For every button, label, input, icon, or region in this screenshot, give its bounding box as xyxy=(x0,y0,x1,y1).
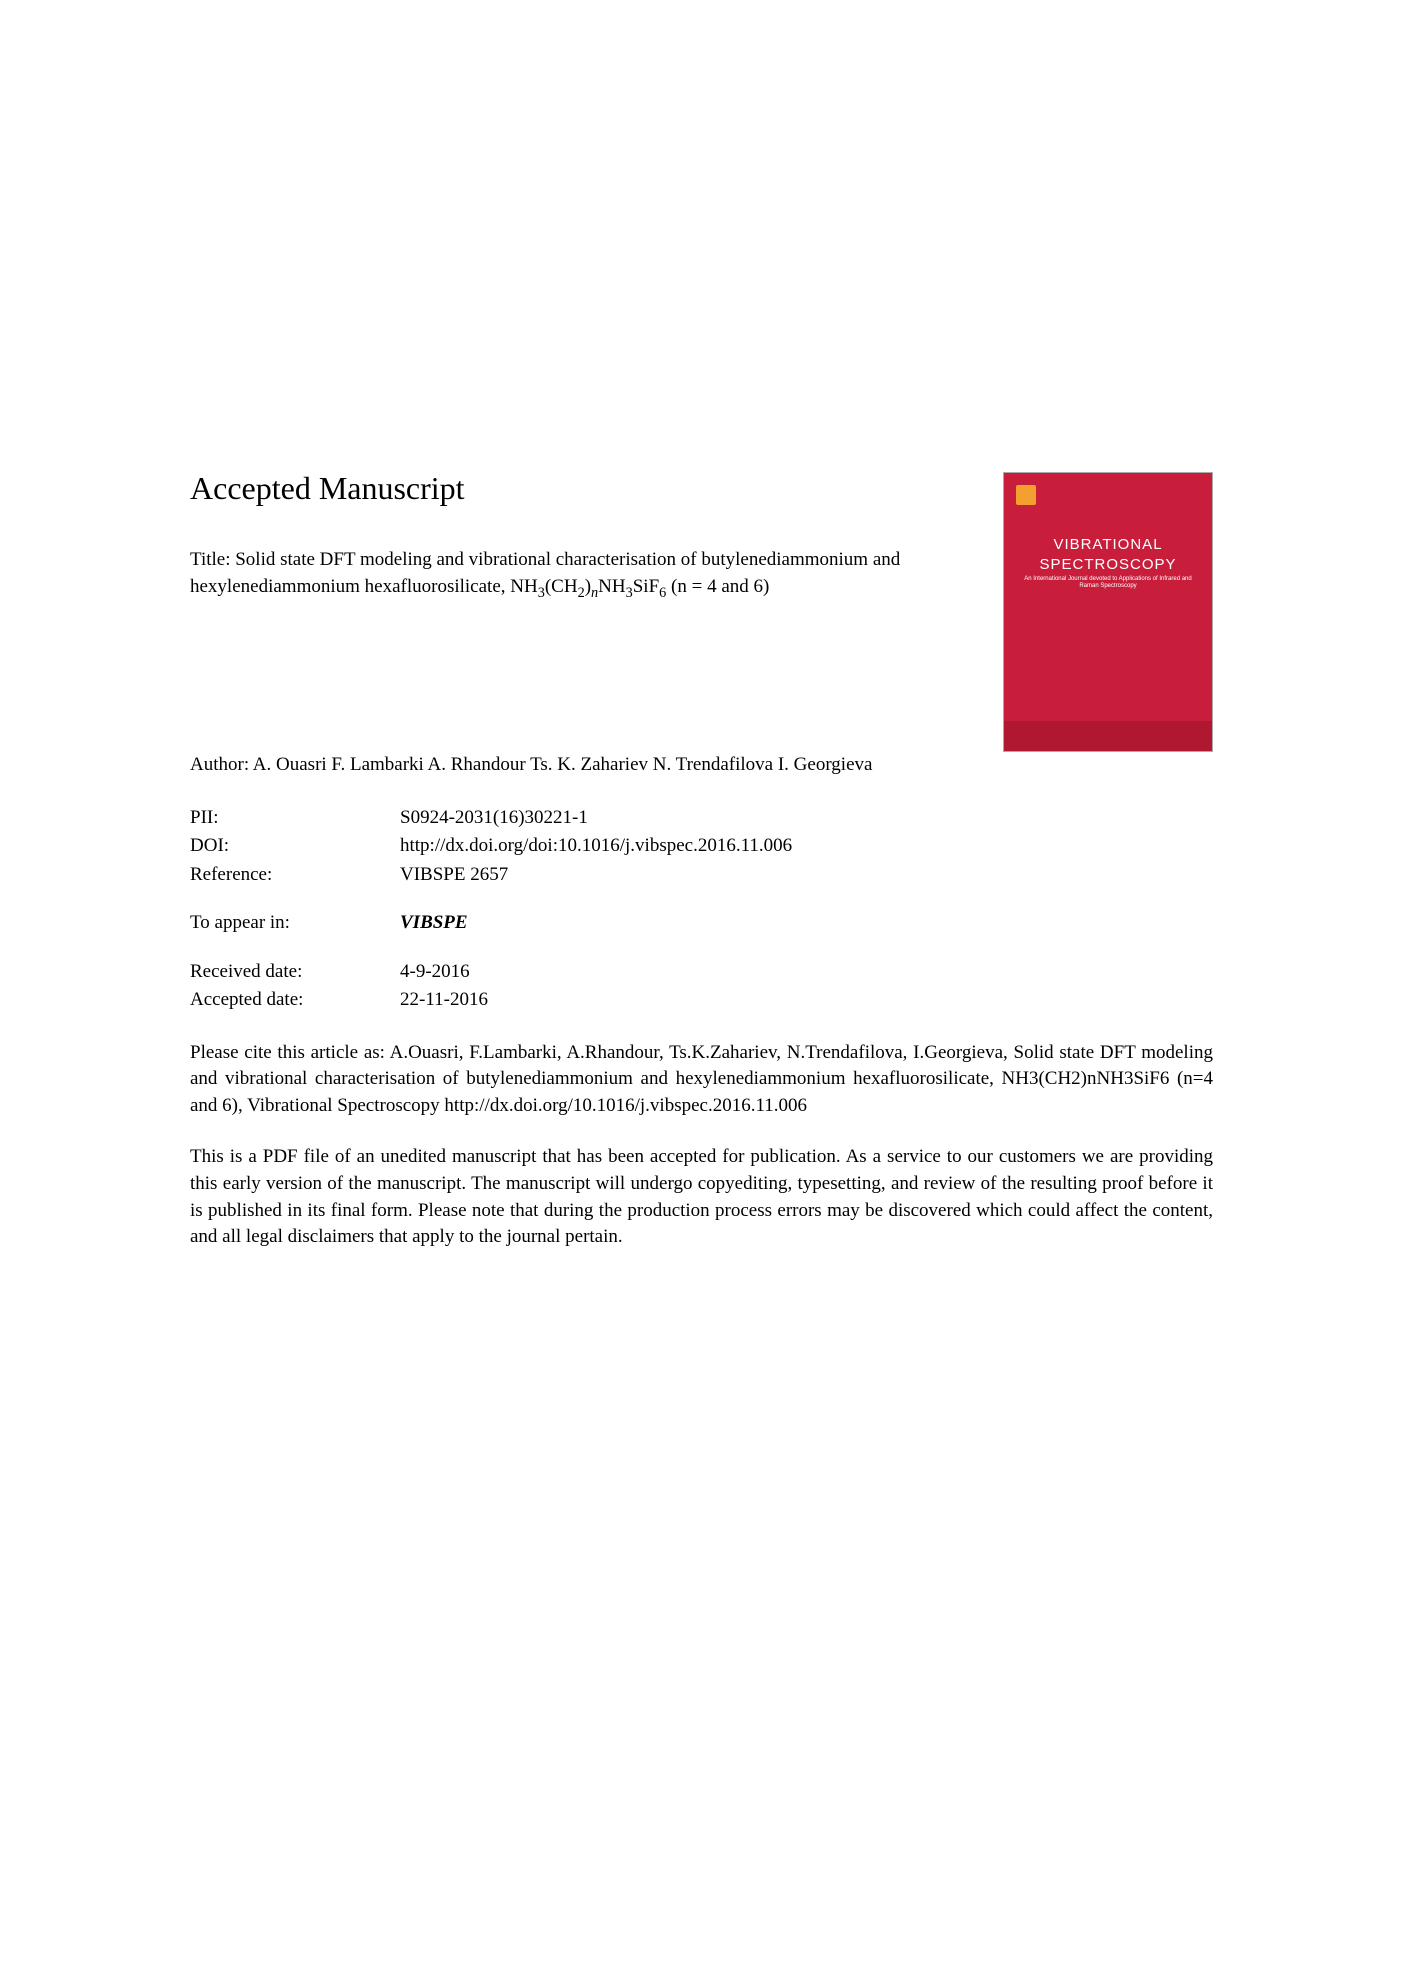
publisher-logo xyxy=(1016,485,1036,505)
metadata-row-received: Received date: 4-9-2016 xyxy=(190,958,1213,987)
disclaimer-text: This is a PDF file of an unedited manusc… xyxy=(190,1144,1213,1250)
metadata-row-reference: Reference: VIBSPE 2657 xyxy=(190,861,1213,890)
journal-cover-footer xyxy=(1004,721,1212,751)
metadata-row-pii: PII: S0924-2031(16)30221-1 xyxy=(190,804,1213,833)
accepted-label: Accepted date: xyxy=(190,986,400,1015)
pii-value: S0924-2031(16)30221-1 xyxy=(400,804,1213,833)
metadata-row-accepted: Accepted date: 22-11-2016 xyxy=(190,986,1213,1015)
doi-label: DOI: xyxy=(190,832,400,861)
accepted-value: 22-11-2016 xyxy=(400,986,1213,1015)
journal-cover-thumbnail: VIBRATIONAL SPECTROSCOPY An Internationa… xyxy=(1003,472,1213,752)
received-value: 4-9-2016 xyxy=(400,958,1213,987)
reference-value: VIBSPE 2657 xyxy=(400,861,1213,890)
pii-label: PII: xyxy=(190,804,400,833)
metadata-row-doi: DOI: http://dx.doi.org/doi:10.1016/j.vib… xyxy=(190,832,1213,861)
manuscript-title: Title: Solid state DFT modeling and vibr… xyxy=(190,547,973,603)
metadata-table: PII: S0924-2031(16)30221-1 DOI: http://d… xyxy=(190,804,1213,1015)
metadata-row-appear: To appear in: VIBSPE xyxy=(190,909,1213,938)
reference-label: Reference: xyxy=(190,861,400,890)
journal-cover-subtitle: An International Journal devoted to Appl… xyxy=(1004,576,1212,590)
appear-label: To appear in: xyxy=(190,909,400,938)
author-list: Author: A. Ouasri F. Lambarki A. Rhandou… xyxy=(190,752,1213,779)
received-label: Received date: xyxy=(190,958,400,987)
appear-value: VIBSPE xyxy=(400,909,1213,938)
journal-cover-title: VIBRATIONAL SPECTROSCOPY xyxy=(1004,535,1212,574)
doi-value: http://dx.doi.org/doi:10.1016/j.vibspec.… xyxy=(400,832,1213,861)
citation-text: Please cite this article as: A.Ouasri, F… xyxy=(190,1040,1213,1120)
